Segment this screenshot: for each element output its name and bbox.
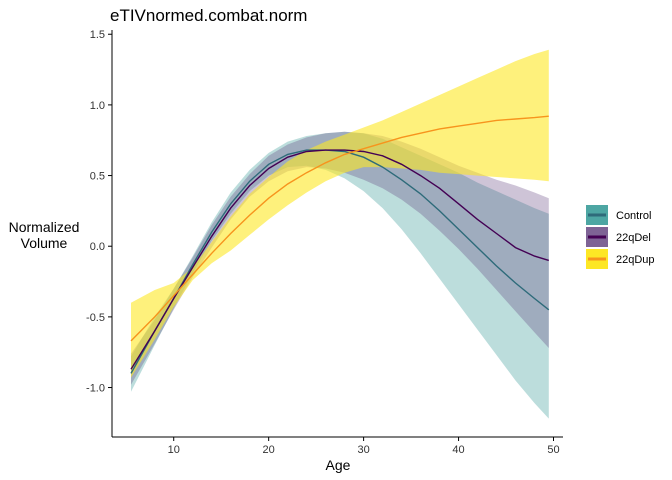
series-lines <box>130 115 550 374</box>
axes <box>111 30 563 438</box>
y-tick-label: 1.5 <box>90 29 105 41</box>
x-axis-title: Age <box>326 457 351 473</box>
x-tick-label: 30 <box>357 444 369 456</box>
confidence-bands <box>131 49 549 419</box>
x-tick-label: 40 <box>452 444 464 456</box>
y-tick-label: 0.0 <box>90 241 105 253</box>
y-axis-title-line-2: Volume <box>21 235 68 251</box>
y-ticks: -1.0 -0.5 0.0 0.5 1.0 1.5 <box>86 29 112 395</box>
y-tick-label: 1.0 <box>90 100 105 112</box>
x-ticks: 10 20 30 40 50 <box>168 437 560 456</box>
legend-item-22qdel: 22qDel <box>586 227 651 247</box>
legend-label: 22qDel <box>616 232 651 244</box>
legend-item-22qdup: 22qDup <box>586 249 655 269</box>
legend-label: Control <box>616 210 651 222</box>
line-22qdup <box>130 115 549 342</box>
chart-title: eTIVnormed.combat.norm <box>110 6 307 25</box>
band-22qdel <box>131 131 549 385</box>
y-tick-label: -1.0 <box>86 383 105 395</box>
x-tick-label: 50 <box>547 444 559 456</box>
y-tick-label: -0.5 <box>86 312 105 324</box>
legend-item-control: Control <box>586 205 651 225</box>
x-tick-label: 10 <box>168 444 180 456</box>
x-tick-label: 20 <box>263 444 275 456</box>
band-22qdup <box>131 49 549 378</box>
legend-label: 22qDup <box>616 254 655 266</box>
y-axis-title-line-1: Normalized <box>9 219 80 235</box>
line-22qdel <box>130 149 550 370</box>
legend: Control 22qDel 22qDup <box>586 205 655 269</box>
y-tick-label: 0.5 <box>90 171 105 183</box>
line-control <box>130 149 550 374</box>
